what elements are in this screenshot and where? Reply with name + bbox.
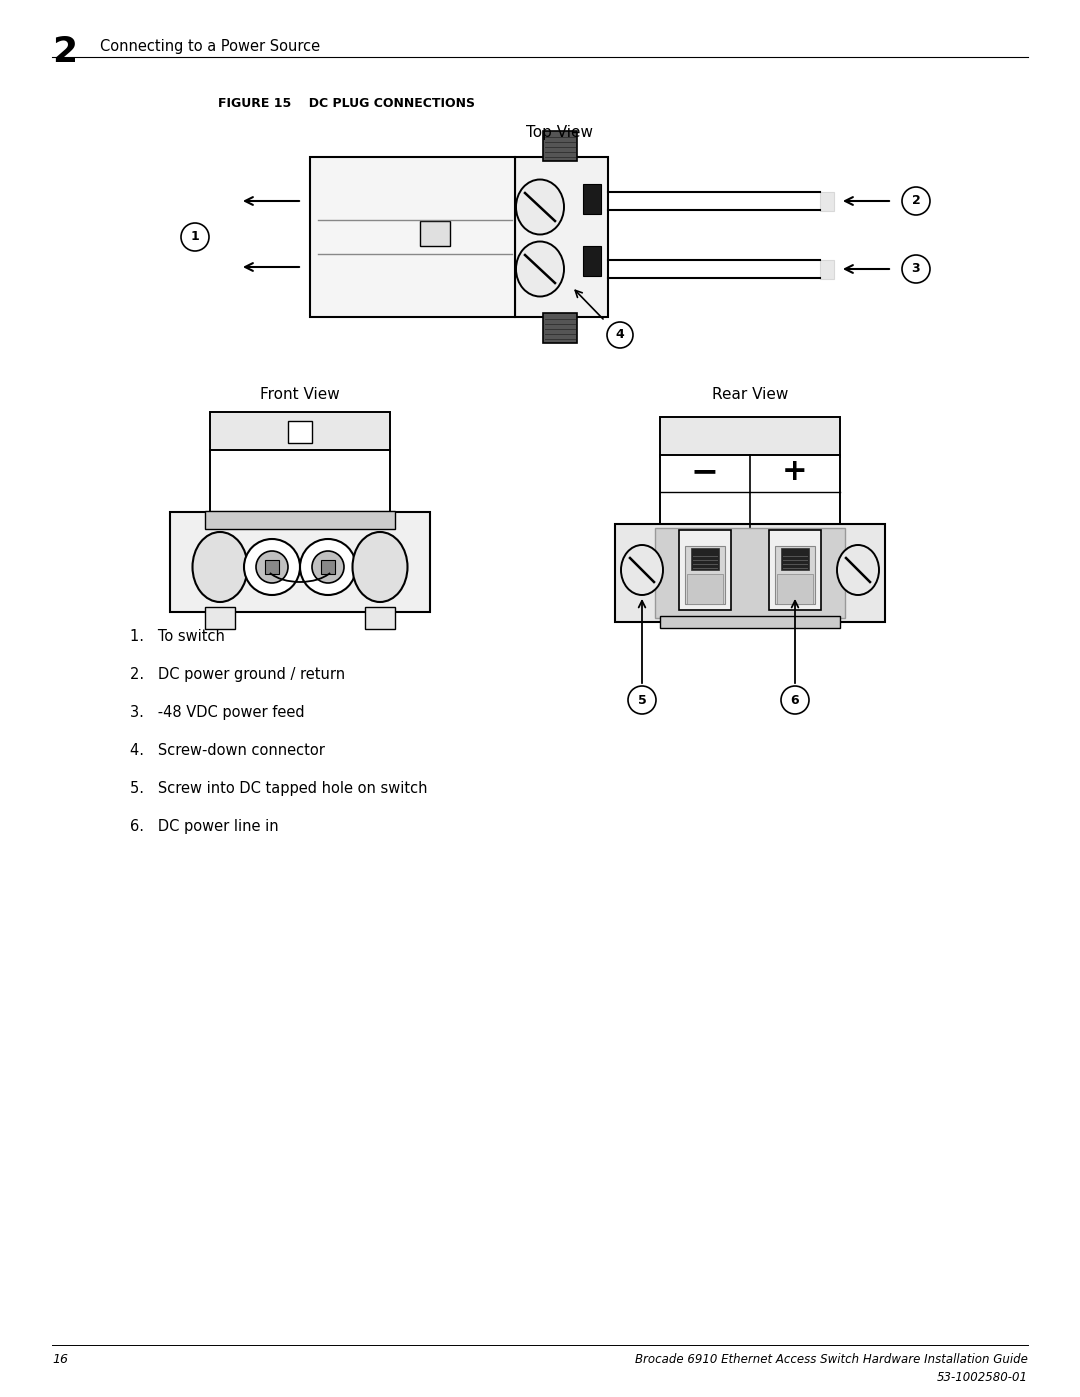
Text: −: − — [691, 455, 719, 489]
Circle shape — [781, 686, 809, 714]
Text: 4.   Screw-down connector: 4. Screw-down connector — [130, 743, 325, 759]
Circle shape — [312, 550, 345, 583]
Ellipse shape — [837, 545, 879, 595]
Bar — [543, 313, 577, 344]
Bar — [321, 560, 335, 574]
Text: 2.   DC power ground / return: 2. DC power ground / return — [130, 666, 346, 682]
Circle shape — [902, 256, 930, 284]
Bar — [583, 184, 600, 214]
Circle shape — [300, 539, 356, 595]
Bar — [210, 450, 390, 522]
Bar — [420, 221, 450, 246]
Ellipse shape — [516, 179, 564, 235]
Bar — [515, 156, 608, 317]
Text: 53-1002580-01: 53-1002580-01 — [937, 1370, 1028, 1384]
Text: Rear View: Rear View — [712, 387, 788, 402]
Text: 2: 2 — [912, 194, 920, 208]
Bar — [170, 511, 430, 612]
Bar — [365, 608, 395, 629]
Ellipse shape — [352, 532, 407, 602]
Text: 4: 4 — [616, 328, 624, 341]
Text: +: + — [782, 457, 808, 486]
Text: 2: 2 — [52, 35, 77, 68]
Text: Front View: Front View — [260, 387, 340, 402]
Circle shape — [902, 187, 930, 215]
Ellipse shape — [516, 242, 564, 296]
Bar — [685, 546, 725, 604]
Circle shape — [181, 224, 210, 251]
Text: 1.   To switch: 1. To switch — [130, 629, 225, 644]
Text: 5: 5 — [637, 693, 646, 707]
Text: FIGURE 15    DC PLUG CONNECTIONS: FIGURE 15 DC PLUG CONNECTIONS — [218, 96, 475, 110]
Bar — [691, 548, 719, 570]
Text: 1: 1 — [191, 231, 200, 243]
Text: 3: 3 — [912, 263, 920, 275]
Text: 6.   DC power line in: 6. DC power line in — [130, 819, 279, 834]
Text: 3.   -48 VDC power feed: 3. -48 VDC power feed — [130, 705, 305, 719]
Bar — [583, 246, 600, 277]
Bar — [687, 574, 723, 604]
Text: Top View: Top View — [527, 124, 594, 140]
Bar — [679, 529, 731, 610]
Ellipse shape — [192, 532, 247, 602]
Text: 5.   Screw into DC tapped hole on switch: 5. Screw into DC tapped hole on switch — [130, 781, 428, 796]
Bar — [205, 608, 235, 629]
Bar — [775, 546, 815, 604]
Ellipse shape — [621, 545, 663, 595]
Circle shape — [627, 686, 656, 714]
Text: 16: 16 — [52, 1354, 68, 1366]
Circle shape — [244, 539, 300, 595]
Bar — [660, 455, 840, 527]
Text: Brocade 6910 Ethernet Access Switch Hardware Installation Guide: Brocade 6910 Ethernet Access Switch Hard… — [635, 1354, 1028, 1366]
Bar — [820, 260, 834, 279]
Text: Connecting to a Power Source: Connecting to a Power Source — [100, 39, 320, 54]
Bar — [615, 524, 885, 622]
Bar — [205, 511, 395, 529]
Bar — [654, 528, 845, 617]
Bar — [310, 156, 515, 317]
Bar — [777, 574, 813, 604]
Circle shape — [256, 550, 288, 583]
Bar — [769, 529, 821, 610]
Text: 6: 6 — [791, 693, 799, 707]
Bar — [660, 416, 840, 457]
Bar — [210, 412, 390, 453]
Circle shape — [607, 321, 633, 348]
Bar — [820, 191, 834, 211]
Bar — [288, 420, 312, 443]
Bar — [781, 548, 809, 570]
Bar — [660, 616, 840, 629]
Bar — [543, 131, 577, 161]
Bar — [265, 560, 279, 574]
